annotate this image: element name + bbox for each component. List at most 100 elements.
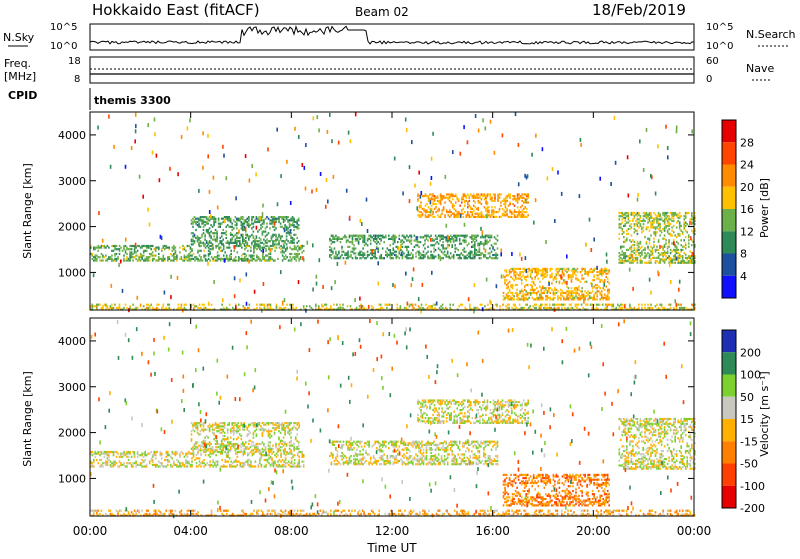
range-cell <box>289 256 291 258</box>
range-cell <box>511 216 513 218</box>
range-cell <box>289 462 291 464</box>
range-cell <box>467 235 469 237</box>
range-cell <box>262 247 264 249</box>
range-cell <box>429 257 431 259</box>
range-cell <box>224 445 226 447</box>
range-cell <box>359 305 361 307</box>
range-cell <box>202 461 204 463</box>
range-cell <box>285 258 287 260</box>
range-cell <box>209 210 211 214</box>
range-cell <box>622 254 624 256</box>
range-cell <box>497 257 499 259</box>
range-cell <box>221 250 223 252</box>
range-cell <box>232 462 234 464</box>
range-cell <box>481 198 483 200</box>
range-cell <box>572 307 574 309</box>
range-cell <box>273 259 275 261</box>
range-cell <box>680 304 682 306</box>
range-cell <box>541 273 543 275</box>
range-cell <box>202 131 204 135</box>
range-cell <box>262 216 264 218</box>
range-cell <box>117 256 119 258</box>
range-cell <box>668 255 670 257</box>
range-cell <box>219 429 221 431</box>
y-tick-label: 4000 <box>58 129 86 142</box>
range-cell <box>640 258 642 260</box>
range-cell <box>476 239 478 241</box>
range-cell <box>493 209 495 211</box>
range-cell <box>276 453 278 455</box>
range-cell <box>418 171 420 175</box>
range-cell <box>500 201 502 203</box>
range-cell <box>297 245 299 247</box>
range-cell <box>282 250 284 252</box>
station-title: Hokkaido East (fitACF) <box>92 1 260 19</box>
range-cell <box>298 459 300 461</box>
range-cell <box>187 461 189 463</box>
range-cell <box>104 462 106 464</box>
range-cell <box>456 211 458 213</box>
range-cell <box>179 307 181 309</box>
range-cell <box>607 289 609 291</box>
range-cell <box>185 250 187 252</box>
range-cell <box>128 258 130 260</box>
range-cell <box>196 462 198 464</box>
range-cell <box>575 304 577 306</box>
range-cell <box>167 459 169 461</box>
range-cell <box>572 295 574 297</box>
range-cell <box>607 278 609 280</box>
range-cell <box>415 256 417 258</box>
range-cell <box>433 244 435 246</box>
range-cell <box>441 251 443 253</box>
range-cell <box>167 451 169 453</box>
range-cell <box>644 255 646 257</box>
range-cell <box>688 246 690 248</box>
range-cell <box>528 268 530 270</box>
range-cell <box>450 201 452 203</box>
range-cell <box>664 307 666 309</box>
range-cell <box>176 459 178 461</box>
range-cell <box>530 292 532 296</box>
range-cell <box>321 304 323 306</box>
range-cell <box>442 257 444 259</box>
range-cell <box>554 287 556 289</box>
range-cell <box>443 195 445 197</box>
range-cell <box>643 230 645 232</box>
range-cell <box>224 219 226 223</box>
range-cell <box>166 451 168 453</box>
range-cell <box>215 449 217 451</box>
range-cell <box>347 305 349 307</box>
range-cell <box>255 172 257 176</box>
range-cell <box>280 174 282 178</box>
range-cell <box>93 273 95 277</box>
range-cell <box>374 249 376 251</box>
range-cell <box>480 236 482 238</box>
range-cell <box>518 268 520 270</box>
range-cell <box>303 305 305 307</box>
range-cell <box>275 243 277 245</box>
range-cell <box>206 449 208 451</box>
range-cell <box>682 307 684 309</box>
range-cell <box>427 307 429 309</box>
range-cell <box>135 251 137 253</box>
range-cell <box>294 462 296 464</box>
range-cell <box>256 307 258 309</box>
range-cell <box>135 129 137 133</box>
range-cell <box>629 257 631 259</box>
range-cell <box>403 241 405 243</box>
range-cell <box>382 257 384 259</box>
range-cell <box>153 248 155 250</box>
range-cell <box>293 218 295 220</box>
range-cell <box>312 243 314 247</box>
range-cell <box>454 247 456 249</box>
range-cell <box>123 258 125 260</box>
range-cell <box>638 212 640 214</box>
range-cell <box>107 451 109 453</box>
range-cell <box>372 307 374 309</box>
range-cell <box>647 214 649 216</box>
range-cell <box>354 298 356 302</box>
range-cell <box>194 219 196 221</box>
range-cell <box>439 307 441 309</box>
range-cell <box>399 251 401 253</box>
range-cell <box>224 465 226 467</box>
